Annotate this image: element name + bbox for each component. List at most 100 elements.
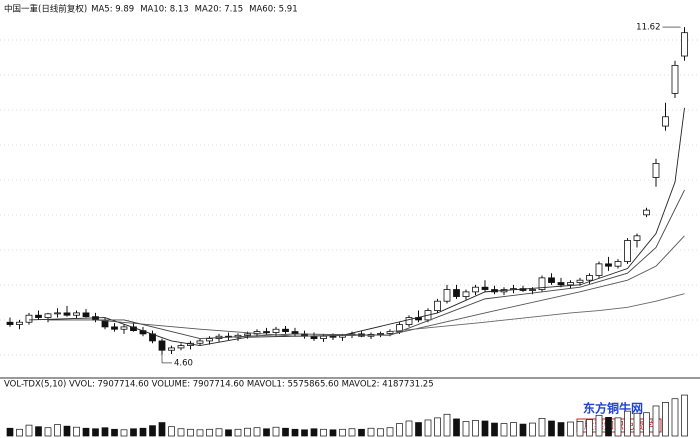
candle-body xyxy=(434,300,441,311)
volume-bar xyxy=(377,428,384,437)
candle-body xyxy=(206,338,213,342)
volume-bar xyxy=(196,429,204,437)
volume-bar xyxy=(35,426,42,437)
volume-bar xyxy=(510,422,517,437)
candle-body xyxy=(73,312,80,316)
volume-bar xyxy=(348,428,356,437)
ma-line xyxy=(28,107,685,347)
candle-body xyxy=(481,286,489,290)
volume-bar xyxy=(168,426,175,437)
volume-bar xyxy=(605,417,612,437)
candle-body xyxy=(548,277,555,283)
volume-bar xyxy=(329,429,337,437)
candle-body xyxy=(44,313,52,318)
candle-body xyxy=(681,32,688,57)
volume-bar xyxy=(310,428,318,437)
volume-bar xyxy=(434,417,441,437)
volume-bar xyxy=(396,423,403,437)
volume-bar xyxy=(73,426,80,437)
candle-body xyxy=(177,345,185,349)
volume-bar xyxy=(139,427,147,437)
volume-bar xyxy=(614,417,622,437)
volume-bar xyxy=(519,423,527,437)
candle-body xyxy=(671,64,679,94)
chart-title: 中国一重(日线前复权) xyxy=(4,4,87,15)
candle-body xyxy=(529,289,536,291)
candle-body xyxy=(652,163,660,178)
candle-body xyxy=(576,279,584,283)
volume-bar xyxy=(63,425,71,437)
candle-body xyxy=(386,331,394,334)
candle-body xyxy=(111,326,118,330)
volume-bar xyxy=(405,420,413,437)
candle-body xyxy=(462,291,470,297)
candle-body xyxy=(253,331,261,335)
volume-bar xyxy=(263,428,270,437)
volume-bar xyxy=(386,427,394,437)
volume-bar xyxy=(576,421,584,437)
volume-bar xyxy=(149,425,156,437)
volume-bar xyxy=(82,427,90,437)
candle-body xyxy=(557,282,565,286)
candle-body xyxy=(158,340,166,351)
ma-line xyxy=(48,189,685,340)
volume-bar xyxy=(225,429,232,437)
volume-bar xyxy=(16,428,23,437)
volume-bar xyxy=(339,428,346,437)
candle-body xyxy=(6,321,14,325)
volume-bar xyxy=(652,405,660,437)
volume-bar xyxy=(130,428,137,437)
volume-bar xyxy=(158,422,166,437)
candle-body xyxy=(377,333,384,335)
volume-bar xyxy=(320,428,327,437)
volume-title: VOL-TDX(5,10) VVOL: 7907714.60 VOLUME: 7… xyxy=(4,380,434,390)
volume-bar xyxy=(443,413,451,437)
candle-body xyxy=(329,335,337,338)
volume-bar xyxy=(301,429,308,437)
volume-bar xyxy=(500,423,508,437)
volume-bar xyxy=(111,428,118,437)
candle-body xyxy=(120,326,128,330)
volume-bar xyxy=(453,418,460,437)
candle-body xyxy=(586,275,593,281)
volume-bar xyxy=(633,412,641,437)
volume-bar xyxy=(187,428,194,437)
volume-bar xyxy=(595,414,603,437)
volume-bar xyxy=(567,421,574,437)
candle-body xyxy=(263,331,270,333)
candle-body xyxy=(244,333,251,336)
volume-bar xyxy=(215,428,223,437)
volume-bar xyxy=(25,424,33,437)
ma-line xyxy=(95,235,685,337)
volume-bar xyxy=(424,419,432,437)
candle-body xyxy=(63,312,71,316)
candle-body xyxy=(54,312,61,315)
ma-line xyxy=(389,293,685,333)
candle-body xyxy=(633,235,641,241)
volume-bar xyxy=(557,422,565,437)
candle-body xyxy=(282,328,289,332)
volume-bar xyxy=(415,422,422,437)
candle-body xyxy=(472,286,479,293)
candle-body xyxy=(25,314,33,323)
volume-bar xyxy=(272,426,280,437)
candle-body xyxy=(453,289,460,297)
volume-bar xyxy=(643,412,650,437)
ma-label: MA5: 9.89 xyxy=(91,5,134,15)
volume-bar xyxy=(586,419,593,437)
volume-bar xyxy=(472,420,479,437)
volume-bar xyxy=(548,420,555,437)
candle-body xyxy=(624,240,631,262)
candle-body xyxy=(320,335,327,339)
volume-bar xyxy=(481,420,489,437)
volume-bar xyxy=(92,428,99,437)
volume-bar xyxy=(538,418,546,437)
volume-bar xyxy=(367,427,375,437)
volume-bar xyxy=(624,410,631,437)
volume-bar xyxy=(491,422,498,437)
candle-body xyxy=(35,314,42,318)
volume-bar xyxy=(529,422,536,437)
volume-bar xyxy=(358,428,365,437)
candle-body xyxy=(605,263,612,267)
volume-bar xyxy=(244,427,251,437)
